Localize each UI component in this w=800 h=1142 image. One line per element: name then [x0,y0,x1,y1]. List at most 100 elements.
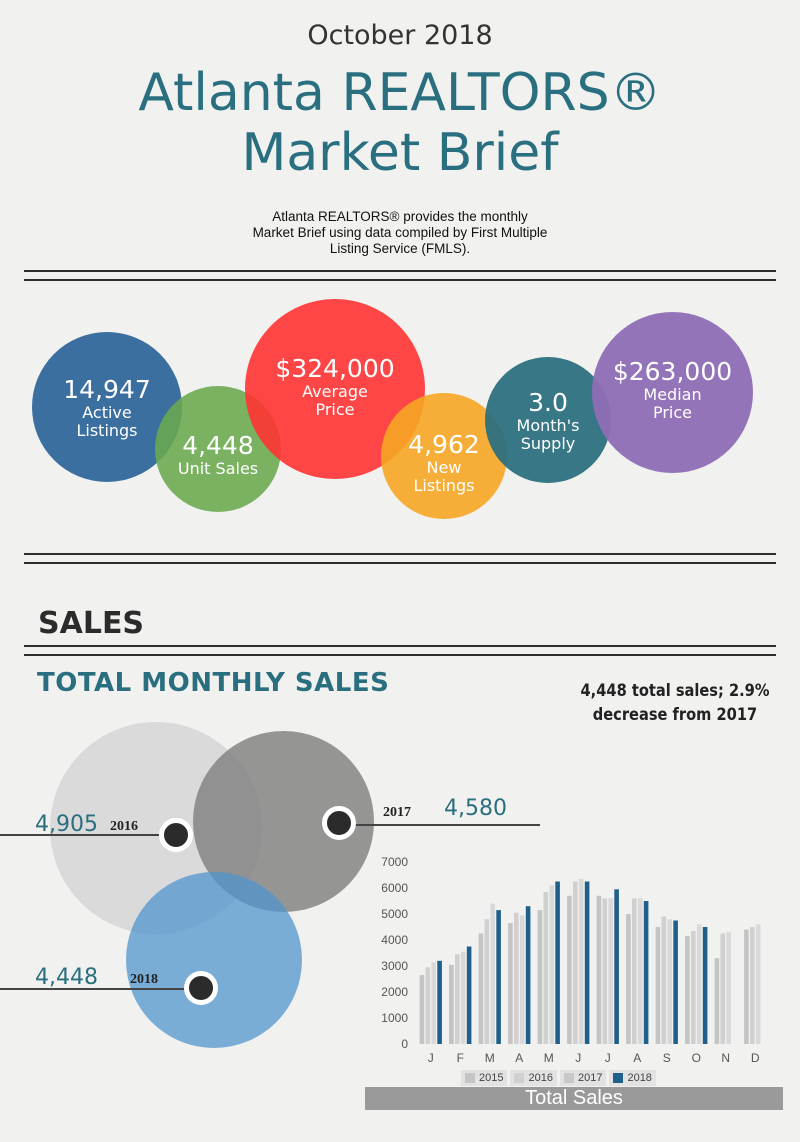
bar-2017-f [460,951,466,1044]
report-date: October 2018 [307,20,493,51]
report-title-line1: Atlanta REALTORS® [138,63,662,123]
bar-2018-j [614,889,619,1044]
bar-2015-m [537,910,543,1044]
venn-marker-2018 [184,971,218,1005]
legend-item-2016: 2016 [510,1070,557,1086]
bar-2018-m [496,910,501,1044]
stat-label: Average Price [302,382,368,419]
stat-label: Active Listings [76,402,138,440]
chart-subtitle: TOTAL MONTHLY SALES [37,668,390,698]
bar-2016-m [543,891,549,1044]
stat-active-listings: 14,947 Active Listings [32,332,182,482]
intro-text: Atlanta REALTORS® provides the monthly M… [0,209,800,257]
chart-title: Total Sales [365,1087,783,1110]
bar-2015-f [449,964,454,1044]
x-tick-label: M [544,1051,554,1065]
report-title-line2: Market Brief [241,123,559,183]
x-tick-label: J [575,1051,581,1065]
bar-2018-s [673,920,678,1044]
bar-2015-j [567,895,572,1044]
bar-2017-a [519,915,525,1044]
legend-item-2018: 2018 [609,1070,656,1086]
x-tick-label: O [692,1051,701,1065]
x-tick-label: A [633,1051,641,1065]
bar-2016-a [632,898,637,1044]
legend-label: 2016 [528,1072,553,1084]
x-tick-label: M [485,1051,495,1065]
divider [24,654,776,656]
stat-months-supply: 3.0 Month's Supply [485,357,611,483]
legend-label: 2018 [627,1072,652,1084]
stat-value: $263,000 [612,357,733,386]
leader-line-2016 [0,834,160,836]
x-tick-label: A [515,1051,523,1065]
leader-line-2018 [0,988,185,990]
divider [24,553,776,555]
summary-line-1: 4,448 total sales; 2.9% [580,681,770,701]
bar-2015-m [478,933,484,1044]
bar-2018-a [525,906,531,1044]
bar-2017-a [637,898,643,1044]
stat-label: Unit Sales [177,458,259,478]
leader-line-2017 [346,824,540,826]
y-tick-label: 1000 [381,1011,408,1025]
summary-line-2: decrease from 2017 [592,705,758,725]
x-tick-label: J [605,1051,611,1065]
intro-line-3: Listing Service (FMLS). [329,241,471,256]
bar-2015-n [714,958,720,1044]
bar-2017-o [696,924,702,1044]
monthly-sales-chart: 0 1000 2000 3000 4000 5000 6000 7000 J F M A M J J A S O N… [381,855,761,1065]
legend-label: 2015 [479,1072,504,1084]
y-tick-label: 2000 [381,985,408,999]
y-tick-label: 3000 [381,959,408,973]
stat-unit-sales: 4,448 Unit Sales [155,386,281,512]
bar-2016-j [573,881,578,1044]
stat-value: 4,962 [408,429,480,459]
y-tick-label: 6000 [381,881,408,895]
bar-2017-n [726,932,731,1044]
legend-swatch [613,1073,624,1083]
divider [24,270,776,272]
bar-2018-j [584,881,590,1044]
section-title: SALES [38,606,145,641]
legend-label: 2017 [577,1072,603,1084]
stat-value: $324,000 [275,354,395,383]
bar-2017-m [549,885,554,1044]
bar-2018-a [643,901,649,1044]
bar-2015-a [508,923,513,1044]
stat-label: Month's Supply [516,415,580,453]
bar-2016-j [602,898,608,1044]
total-2017-value: 4,580 [444,796,507,821]
year-label-2018: 2018 [130,972,158,987]
total-2016-value: 4,905 [35,812,98,837]
x-tick-label: J [428,1051,434,1065]
x-tick-label: F [457,1051,464,1065]
y-tick-label: 4000 [381,933,408,947]
y-tick-label: 5000 [381,907,408,921]
bar-2017-d [755,924,761,1044]
bar-2017-m [490,903,495,1044]
bar-2017-j [578,878,584,1044]
year-label-2016: 2016 [110,819,138,834]
bar-2016-j [425,967,431,1044]
stat-value: 3.0 [528,387,568,417]
bar-2016-d [750,927,755,1044]
legend-swatch [563,1073,574,1083]
bar-2015-o [685,936,690,1044]
x-tick-label: N [721,1051,730,1065]
bar-2016-f [455,954,460,1044]
stat-value: 4,448 [182,430,254,460]
legend-item-2015: 2015 [461,1070,508,1086]
bar-2016-s [661,916,667,1044]
bar-2016-a [514,912,519,1044]
bar-2016-m [484,919,490,1044]
total-2018-value: 4,448 [35,965,98,990]
stat-median-price: $263,000 Median Price [592,312,753,473]
bar-2018-m [555,881,560,1044]
x-tick-label: D [751,1051,760,1065]
venn-circle-2018 [126,872,302,1048]
legend-swatch [465,1073,475,1083]
bar-2016-n [720,933,726,1044]
bar-2017-j [431,962,436,1044]
year-label-2017: 2017 [383,805,411,820]
